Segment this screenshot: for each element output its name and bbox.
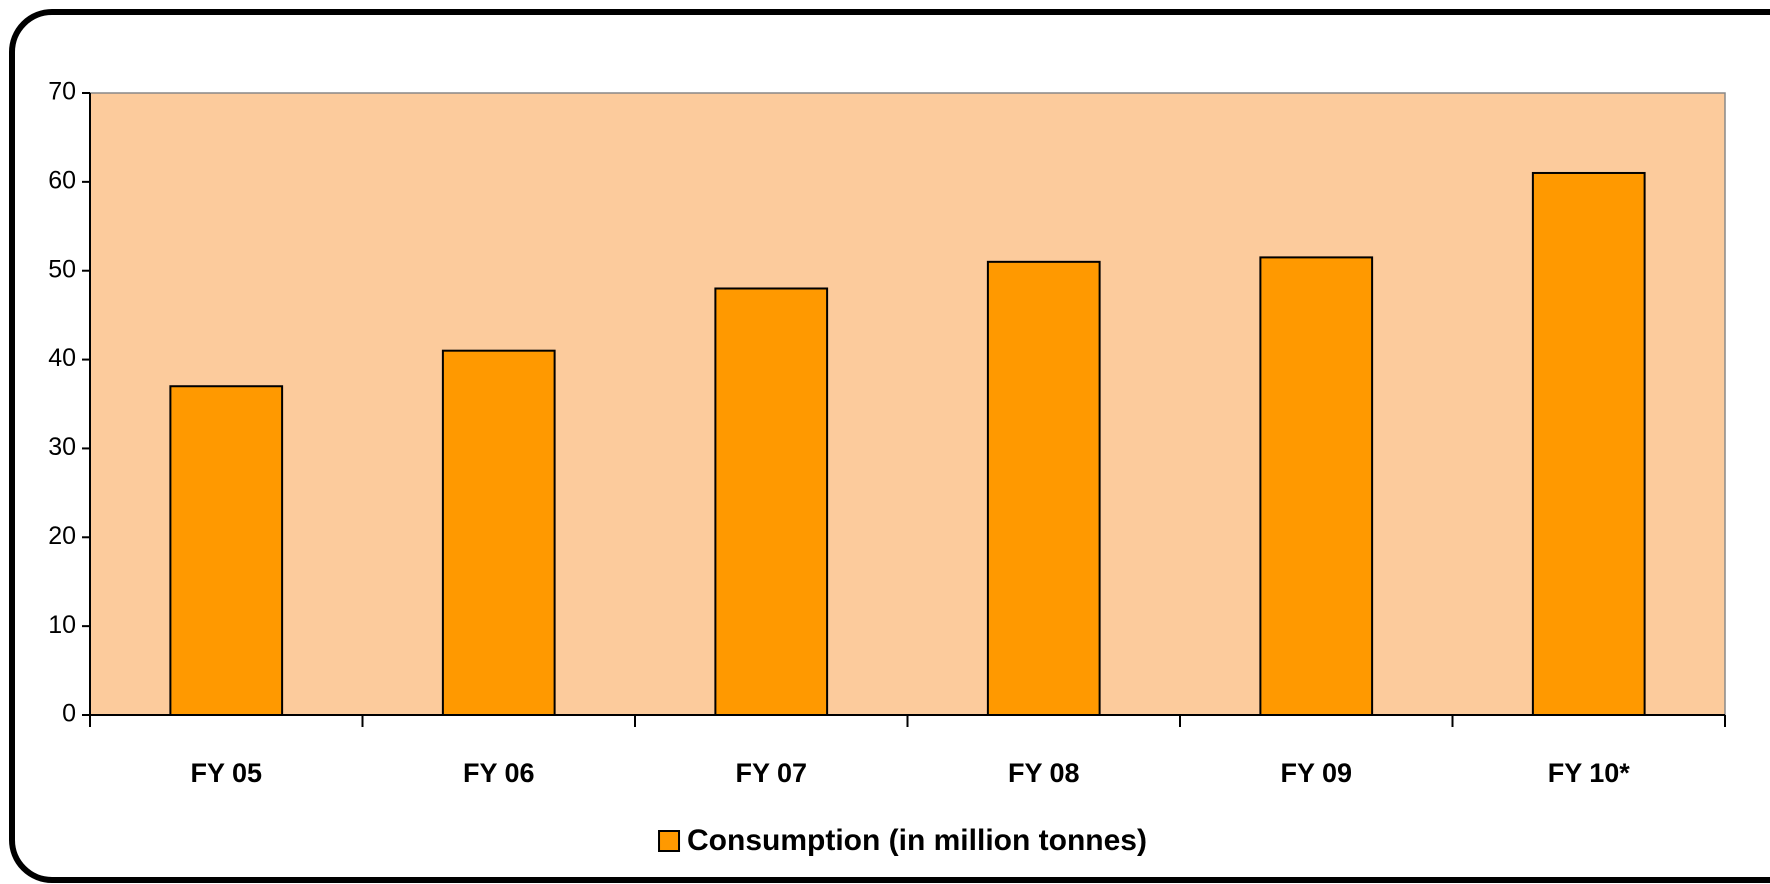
legend-swatch <box>658 830 681 852</box>
y-tick-label: 60 <box>48 166 76 194</box>
bar <box>169 385 284 716</box>
bar <box>986 260 1101 716</box>
bar <box>714 287 829 716</box>
y-tick-label: 40 <box>48 344 76 372</box>
x-tick-label: FY 10* <box>1548 758 1631 788</box>
plot-area <box>89 92 1726 716</box>
x-tick-label: FY 08 <box>1008 758 1080 788</box>
y-tick-label: 70 <box>48 78 76 106</box>
y-tick-label: 50 <box>48 255 76 283</box>
x-tick-label: FY 09 <box>1280 758 1352 788</box>
y-tick-label: 0 <box>62 700 76 728</box>
bar <box>1259 256 1374 716</box>
x-tick-label: FY 07 <box>735 758 807 788</box>
x-tick-label: FY 06 <box>463 758 535 788</box>
x-tick-label: FY 05 <box>190 758 262 788</box>
bar <box>1531 171 1646 716</box>
y-tick-label: 20 <box>48 522 76 550</box>
legend-label: Consumption (in million tonnes) <box>687 824 1147 857</box>
bar <box>441 349 556 716</box>
y-tick-label: 30 <box>48 433 76 461</box>
y-tick-label: 10 <box>48 611 76 639</box>
